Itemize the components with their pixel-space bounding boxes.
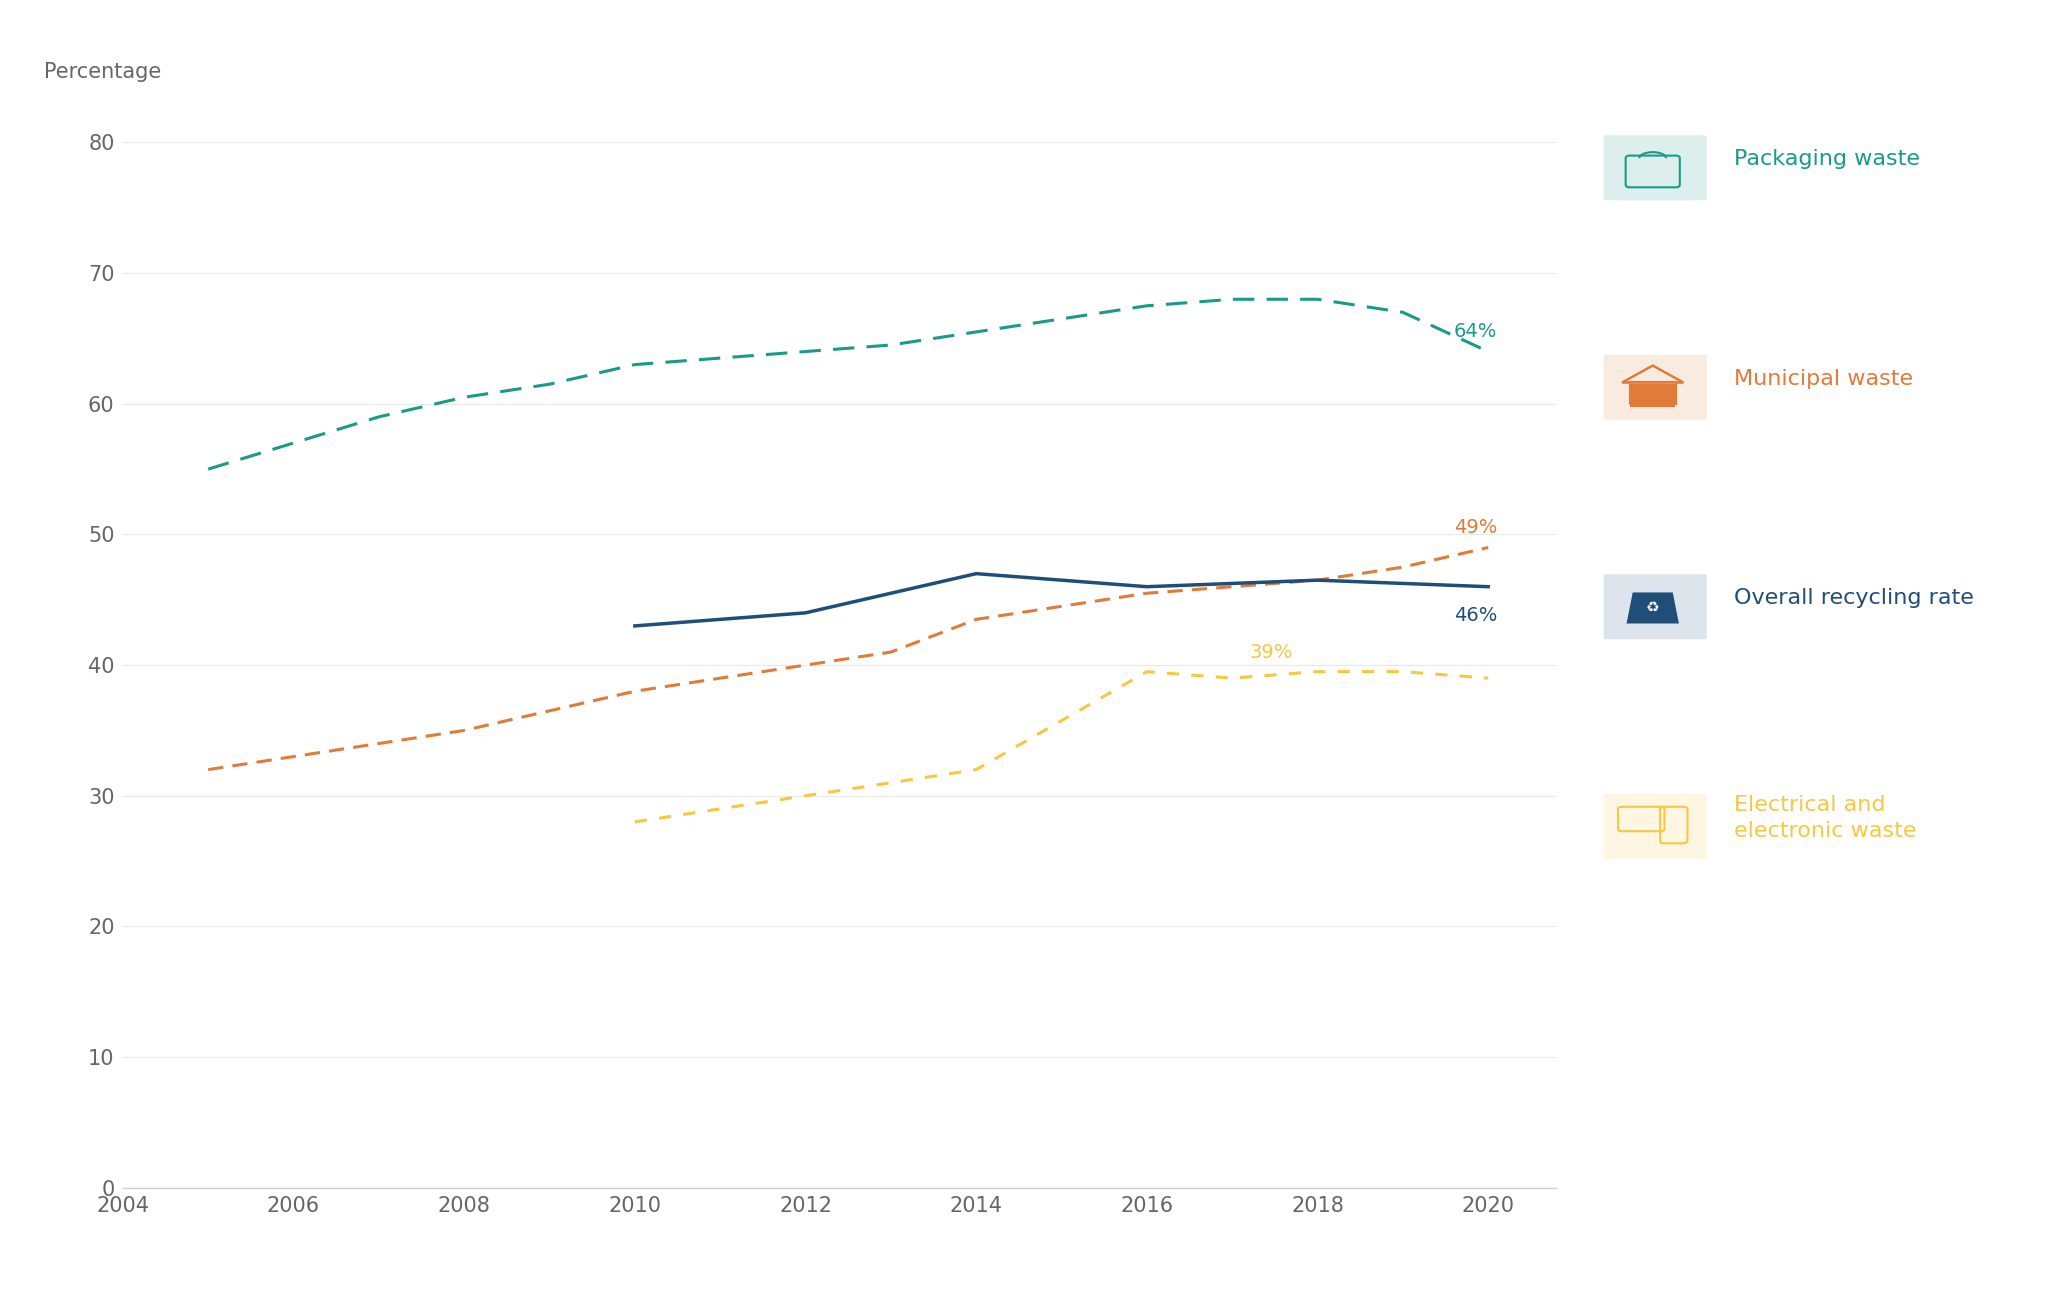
Text: 39%: 39% (1249, 643, 1292, 662)
Text: 49%: 49% (1454, 518, 1497, 537)
Text: Electrical and
electronic waste: Electrical and electronic waste (1735, 794, 1917, 840)
Text: Percentage: Percentage (45, 62, 162, 81)
Text: 46%: 46% (1454, 607, 1497, 625)
Text: 64%: 64% (1454, 321, 1497, 341)
Text: ♻: ♻ (1647, 600, 1659, 616)
Text: Packaging waste: Packaging waste (1735, 150, 1919, 169)
Text: Overall recycling rate: Overall recycling rate (1735, 589, 1974, 608)
Text: Municipal waste: Municipal waste (1735, 369, 1913, 389)
